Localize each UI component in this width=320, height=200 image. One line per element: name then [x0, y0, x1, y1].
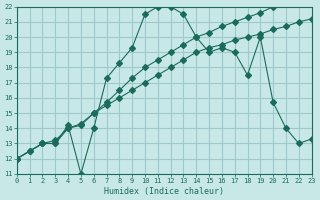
- X-axis label: Humidex (Indice chaleur): Humidex (Indice chaleur): [104, 187, 224, 196]
